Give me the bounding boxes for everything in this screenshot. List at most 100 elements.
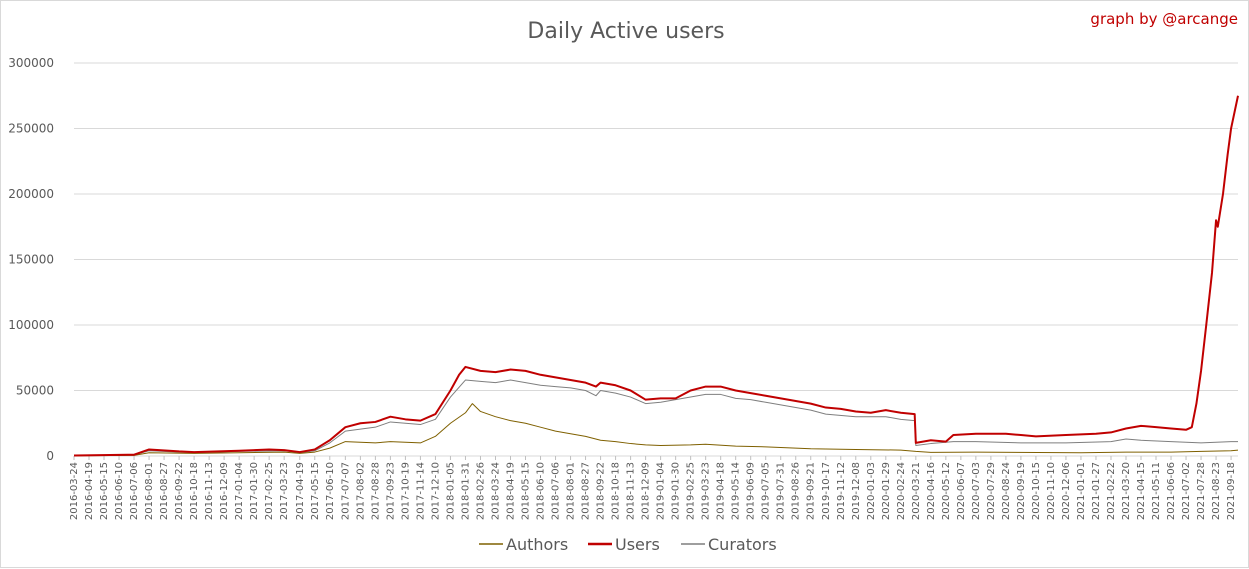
x-tick-label: 2018-08-27 [581, 462, 592, 520]
legend: Authors Users Curators [479, 535, 777, 554]
x-tick-label: 2016-04-19 [84, 462, 95, 520]
x-tick-label: 2017-08-02 [355, 462, 366, 520]
x-tick-label: 2020-12-06 [1061, 462, 1072, 520]
x-tick-label: 2017-09-23 [385, 462, 396, 520]
x-tick-label: 2020-03-21 [911, 462, 922, 520]
x-tick-label: 2021-01-27 [1091, 462, 1102, 520]
x-tick-label: 2020-07-29 [986, 462, 997, 520]
x-axis-ticks: 2016-03-24 2016-04-19 2016-05-15 2016-06-10… [69, 456, 1237, 520]
x-tick-label: 2019-06-09 [746, 462, 757, 520]
x-tick-label: 2016-08-27 [159, 462, 170, 520]
x-tick-label: 2018-01-31 [460, 462, 471, 520]
x-tick-label: 2017-08-28 [370, 462, 381, 520]
x-tick-label: 2016-10-18 [189, 462, 200, 520]
x-tick-label: 2018-02-26 [475, 462, 486, 520]
x-tick-label: 2019-12-08 [851, 462, 862, 520]
x-tick-label: 2019-02-25 [686, 462, 697, 520]
legend-label-users: Users [615, 535, 660, 554]
y-tick-label: 150000 [8, 253, 54, 267]
x-tick-label: 2018-01-05 [445, 462, 456, 520]
x-tick-label: 2018-10-18 [611, 462, 622, 520]
x-tick-label: 2019-04-18 [716, 462, 727, 520]
x-tick-label: 2020-05-12 [941, 462, 952, 520]
series-line-curators [73, 379, 1238, 457]
legend-label-authors: Authors [506, 535, 568, 554]
x-tick-label: 2017-06-10 [325, 462, 336, 520]
x-tick-label: 2021-05-11 [1151, 462, 1162, 520]
x-tick-label: 2020-09-19 [1016, 462, 1027, 520]
x-tick-label: 2016-05-15 [99, 462, 110, 520]
x-tick-label: 2017-01-30 [249, 462, 260, 520]
chart-credit: graph by @arcange [1090, 10, 1238, 28]
x-tick-label: 2018-06-10 [536, 462, 547, 520]
x-tick-label: 2021-08-23 [1211, 462, 1222, 520]
x-tick-label: 2019-01-30 [671, 462, 682, 520]
y-tick-label: 200000 [8, 187, 54, 201]
x-tick-label: 2016-11-13 [204, 462, 215, 520]
x-tick-label: 2018-04-19 [506, 462, 517, 520]
x-tick-label: 2016-12-09 [219, 462, 230, 520]
x-tick-label: 2021-09-18 [1226, 462, 1237, 520]
x-tick-label: 2017-10-19 [400, 462, 411, 520]
series-line-users [73, 95, 1239, 457]
x-tick-label: 2020-02-24 [896, 462, 907, 520]
x-tick-label: 2019-11-12 [836, 462, 847, 520]
x-tick-label: 2016-07-06 [129, 462, 140, 520]
series-line-authors [73, 403, 1239, 457]
x-tick-label: 2019-08-26 [791, 462, 802, 520]
x-tick-label: 2020-01-03 [866, 462, 877, 520]
x-tick-label: 2021-02-22 [1106, 462, 1117, 520]
legend-label-curators: Curators [708, 535, 777, 554]
y-tick-label: 50000 [16, 384, 54, 398]
x-tick-label: 2018-03-24 [490, 462, 501, 520]
y-axis-ticks: 0 50000 100000 150000 200000 250000 300000 [8, 56, 54, 463]
series-layer [73, 95, 1239, 457]
x-tick-label: 2021-01-01 [1076, 462, 1087, 520]
x-tick-label: 2017-05-15 [310, 462, 321, 520]
x-tick-label: 2020-10-15 [1031, 462, 1042, 520]
x-tick-label: 2018-07-06 [551, 462, 562, 520]
x-tick-label: 2020-06-07 [956, 462, 967, 520]
x-tick-label: 2018-09-22 [596, 462, 607, 520]
x-tick-label: 2019-03-23 [701, 462, 712, 520]
x-tick-label: 2019-09-21 [806, 462, 817, 520]
x-tick-label: 2019-01-04 [656, 462, 667, 520]
x-tick-label: 2020-08-24 [1001, 462, 1012, 520]
x-tick-label: 2018-05-15 [521, 462, 532, 520]
x-tick-label: 2020-07-03 [971, 462, 982, 520]
x-tick-label: 2016-03-24 [69, 462, 80, 520]
x-tick-label: 2017-04-19 [295, 462, 306, 520]
x-tick-label: 2017-07-07 [340, 462, 351, 520]
x-tick-label: 2019-05-14 [731, 462, 742, 520]
x-tick-label: 2021-07-02 [1181, 462, 1192, 520]
x-tick-label: 2017-01-04 [234, 462, 245, 520]
x-tick-label: 2016-08-01 [144, 462, 155, 520]
x-tick-label: 2021-04-15 [1136, 462, 1147, 520]
x-tick-label: 2019-07-31 [776, 462, 787, 520]
x-tick-label: 2017-12-10 [430, 462, 441, 520]
x-tick-label: 2020-04-16 [926, 462, 937, 520]
x-tick-label: 2018-12-09 [641, 462, 652, 520]
x-tick-label: 2017-03-23 [279, 462, 290, 520]
chart-title: Daily Active users [527, 19, 724, 44]
x-tick-label: 2018-11-13 [626, 462, 637, 520]
x-tick-label: 2019-07-05 [761, 462, 772, 520]
x-tick-label: 2018-08-01 [566, 462, 577, 520]
y-tick-label: 300000 [8, 56, 54, 70]
x-tick-label: 2017-11-14 [415, 462, 426, 520]
x-tick-label: 2021-07-28 [1196, 462, 1207, 520]
y-tick-label: 250000 [8, 122, 54, 136]
y-tick-label: 100000 [8, 318, 54, 332]
x-tick-label: 2019-10-17 [821, 462, 832, 520]
x-tick-label: 2017-02-25 [264, 462, 275, 520]
x-tick-label: 2020-11-10 [1046, 462, 1057, 520]
x-tick-label: 2016-06-10 [114, 462, 125, 520]
x-tick-label: 2021-06-06 [1166, 462, 1177, 520]
grid-layer [74, 62, 1238, 457]
x-tick-label: 2020-01-29 [881, 462, 892, 520]
x-tick-label: 2016-09-22 [174, 462, 185, 520]
x-tick-label: 2021-03-20 [1121, 462, 1132, 520]
y-tick-label: 0 [46, 449, 54, 463]
